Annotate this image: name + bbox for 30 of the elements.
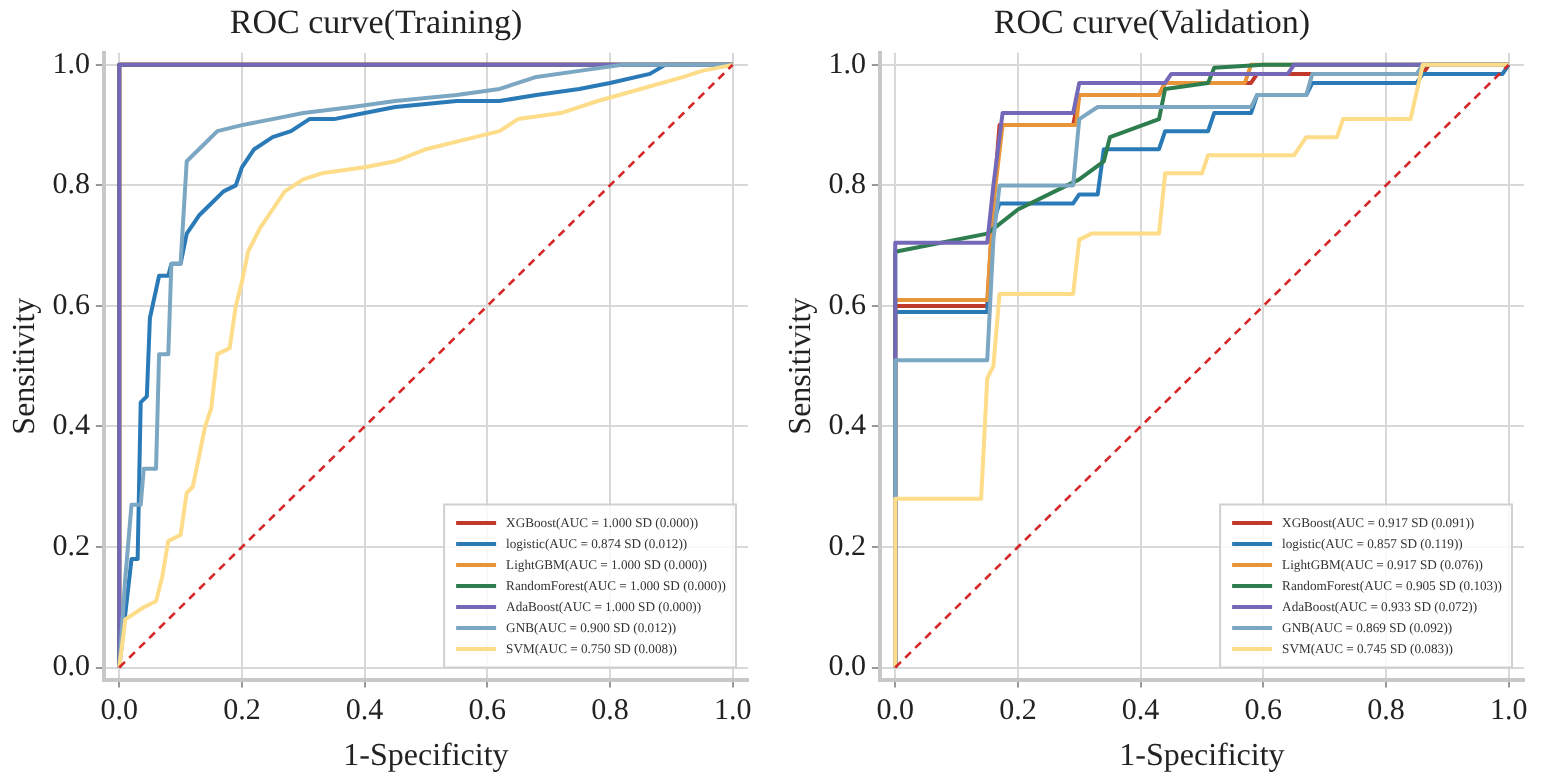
y-tick-label: 1.0 xyxy=(828,48,866,81)
x-axis-title: 1-Specificity xyxy=(343,739,509,774)
x-axis-title: 1-Specificity xyxy=(1119,739,1285,774)
x-tick-label: 0.0 xyxy=(100,695,138,728)
x-tick-label: 0.0 xyxy=(876,695,914,728)
y-tick-label: 0.8 xyxy=(52,169,90,202)
x-tick-label: 0.6 xyxy=(468,695,508,728)
y-tick-label: 0.0 xyxy=(828,651,866,684)
x-tick-label: 0.2 xyxy=(999,695,1037,728)
chart-title: ROC curve(Training) xyxy=(229,3,523,42)
x-tick-label: 0.4 xyxy=(1121,695,1161,728)
y-tick-label: 0.2 xyxy=(828,530,866,563)
y-axis-title: Sensitivity xyxy=(7,297,42,435)
y-axis-title: Sensitivity xyxy=(783,297,818,435)
y-tick-label: 0.6 xyxy=(828,289,867,322)
x-tick-label: 0.8 xyxy=(591,695,629,728)
x-tick-label: 0.2 xyxy=(223,695,261,728)
y-tick-label: 0.2 xyxy=(52,530,90,563)
y-tick-label: 0.6 xyxy=(52,289,91,322)
x-tick-label: 0.8 xyxy=(1367,695,1405,728)
y-tick-label: 0.4 xyxy=(52,410,91,443)
x-tick-label: 1.0 xyxy=(1489,695,1528,728)
y-tick-label: 0.8 xyxy=(828,169,866,202)
chart-title: ROC curve(Validation) xyxy=(993,3,1311,42)
y-tick-label: 0.0 xyxy=(52,651,90,684)
x-tick-label: 0.6 xyxy=(1244,695,1284,728)
y-tick-label: 1.0 xyxy=(52,48,90,81)
x-tick-label: 0.4 xyxy=(345,695,385,728)
x-tick-label: 1.0 xyxy=(713,695,752,728)
y-tick-label: 0.4 xyxy=(828,410,867,443)
